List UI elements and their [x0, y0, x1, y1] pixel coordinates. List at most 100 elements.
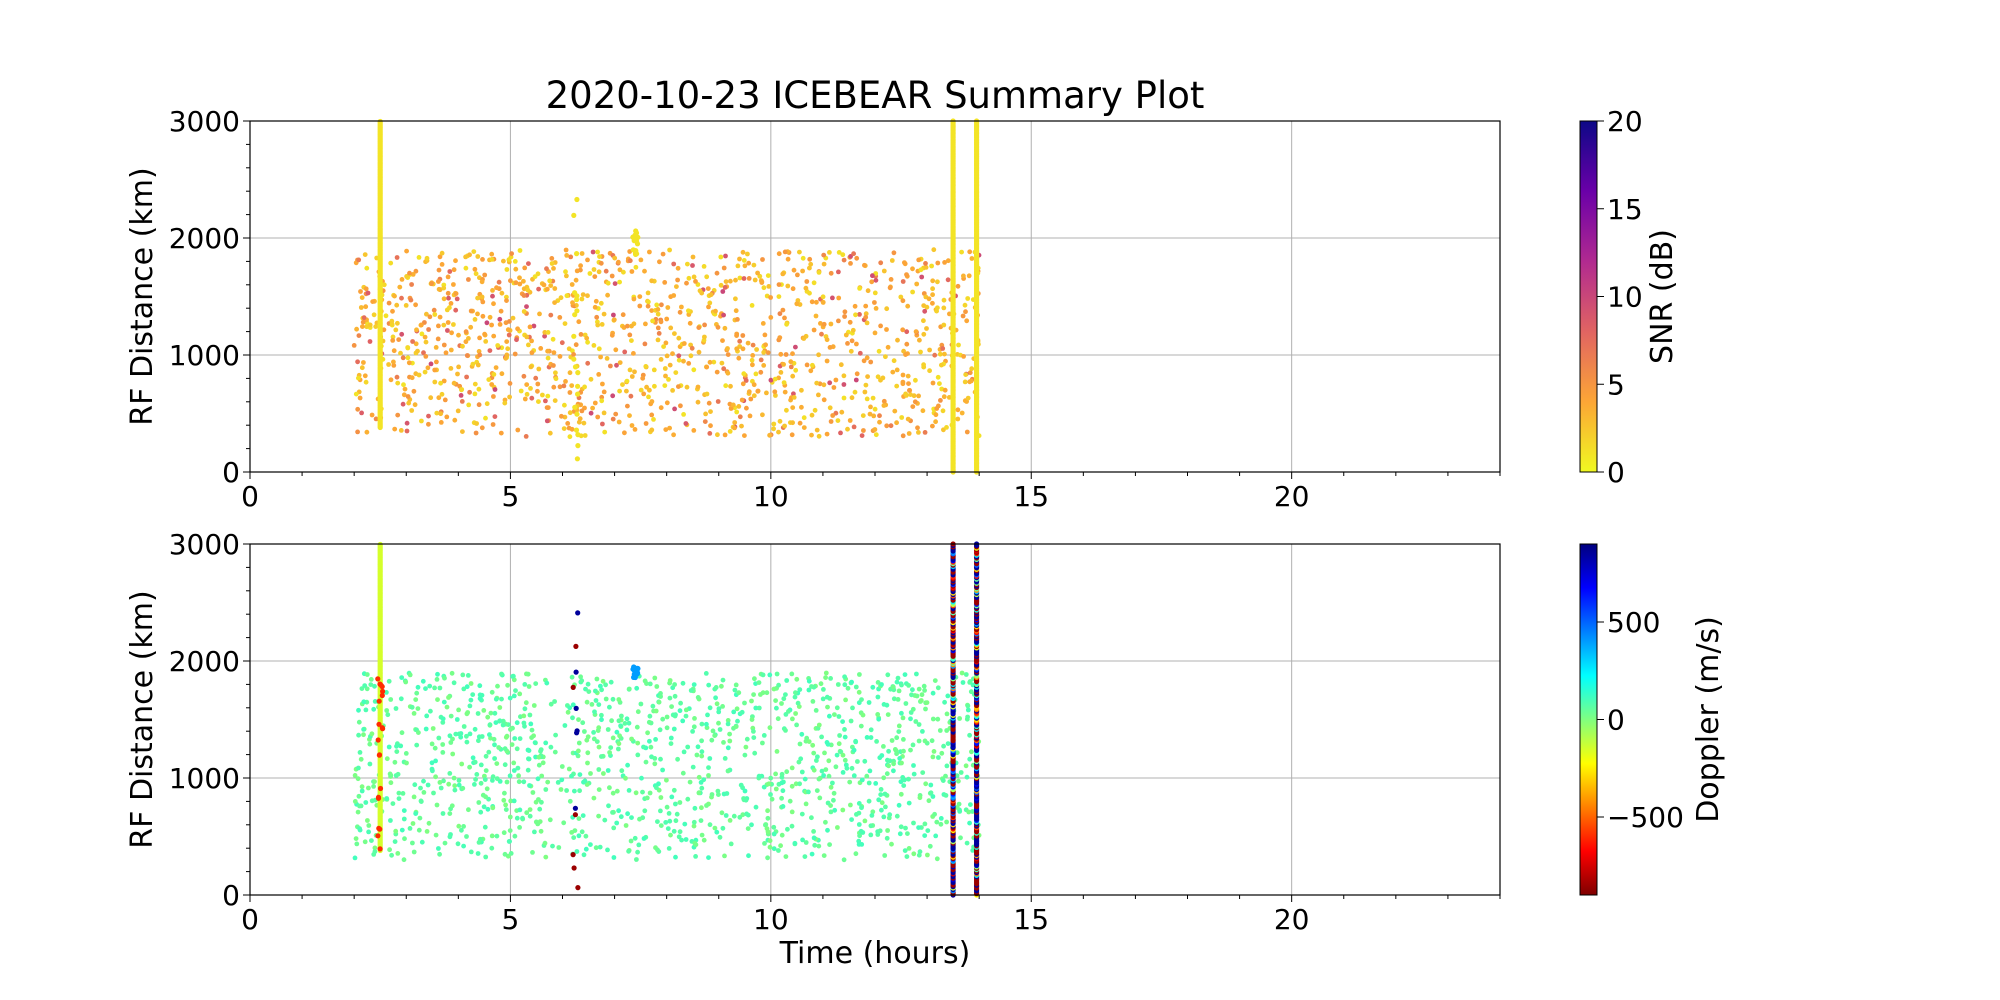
data-point	[612, 255, 618, 261]
x-tick-label: 5	[502, 903, 520, 936]
data-point	[559, 413, 564, 419]
data-point	[596, 767, 602, 772]
data-point	[602, 429, 608, 435]
data-point	[816, 270, 822, 275]
data-point	[459, 387, 465, 392]
data-point	[814, 299, 819, 305]
data-point	[840, 719, 845, 724]
x-tick-label: 20	[1274, 903, 1310, 936]
data-point	[841, 857, 847, 863]
data-point	[863, 382, 869, 388]
data-point	[475, 362, 481, 368]
data-point	[964, 318, 970, 324]
data-point	[857, 286, 862, 291]
data-point	[721, 366, 727, 372]
data-point	[367, 761, 373, 767]
data-point	[431, 307, 437, 313]
data-point	[359, 365, 365, 371]
data-point	[574, 411, 580, 417]
data-point	[601, 771, 606, 776]
data-point	[453, 258, 458, 264]
data-point	[868, 359, 874, 365]
data-point	[737, 275, 743, 281]
data-point	[609, 718, 614, 724]
data-point	[399, 277, 405, 282]
data-point	[398, 428, 404, 433]
data-point	[536, 754, 542, 760]
data-point	[433, 345, 439, 350]
data-point	[750, 362, 755, 368]
data-point	[441, 342, 447, 348]
data-point	[363, 800, 369, 805]
data-point	[461, 686, 467, 692]
data-point	[403, 751, 409, 756]
data-point	[918, 698, 924, 703]
data-point	[512, 259, 518, 264]
data-point	[848, 261, 853, 266]
data-point	[389, 318, 395, 324]
data-point	[811, 835, 817, 841]
data-point	[502, 851, 508, 857]
data-point	[527, 324, 533, 330]
data-point	[908, 747, 913, 753]
data-point	[879, 807, 884, 813]
data-point	[631, 296, 637, 302]
data-point	[835, 418, 841, 423]
data-point	[781, 362, 786, 367]
data-point	[864, 355, 870, 361]
data-point	[483, 415, 488, 421]
data-point	[498, 308, 504, 314]
data-point	[752, 750, 758, 756]
data-point	[767, 838, 773, 844]
data-point	[940, 778, 946, 783]
data-point	[721, 312, 726, 318]
data-point	[562, 321, 568, 326]
data-point	[746, 260, 752, 266]
data-point	[746, 389, 752, 395]
data-point	[720, 704, 725, 709]
data-point	[826, 758, 832, 764]
data-point	[370, 299, 376, 304]
data-point	[548, 312, 554, 318]
data-point	[436, 846, 441, 851]
data-point	[816, 722, 822, 728]
data-point	[894, 735, 900, 741]
y-tick-label: 2000	[169, 645, 240, 678]
data-point	[533, 681, 539, 686]
data-point	[658, 756, 663, 762]
data-point	[945, 277, 951, 283]
data-point	[475, 311, 480, 317]
data-point	[935, 716, 941, 722]
data-point	[360, 324, 365, 329]
data-point	[796, 759, 802, 765]
data-point	[542, 333, 547, 339]
data-point	[468, 849, 474, 855]
data-point	[853, 684, 859, 690]
data-point	[416, 255, 422, 260]
data-point	[510, 674, 515, 679]
data-point	[927, 368, 932, 374]
data-point	[779, 771, 785, 777]
data-point	[842, 757, 848, 763]
data-point	[878, 260, 884, 266]
data-point	[529, 338, 534, 344]
data-point	[631, 351, 636, 356]
data-point	[923, 706, 928, 712]
data-point	[574, 308, 580, 314]
data-point	[444, 414, 450, 420]
data-point	[504, 298, 509, 303]
data-point	[627, 367, 633, 373]
data-point	[593, 698, 599, 703]
data-point	[476, 800, 482, 805]
data-point	[967, 732, 972, 738]
data-point	[603, 682, 608, 688]
data-point	[859, 777, 865, 783]
data-point	[901, 748, 906, 754]
data-point	[894, 383, 900, 389]
data-point	[417, 815, 423, 821]
data-point	[480, 313, 486, 319]
data-point	[441, 378, 447, 384]
data-point	[740, 346, 746, 352]
data-point	[907, 388, 912, 393]
